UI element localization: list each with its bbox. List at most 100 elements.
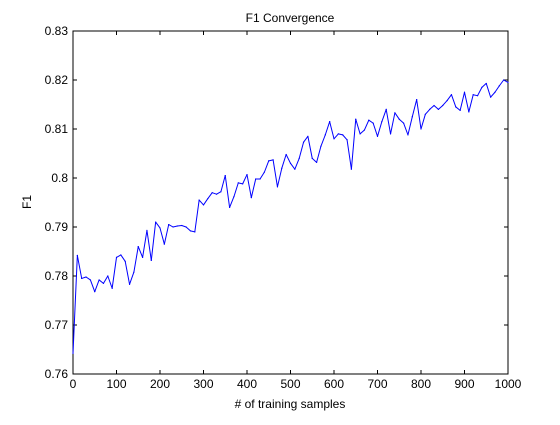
data-point (290, 163, 291, 164)
data-point (338, 133, 339, 134)
data-point (242, 183, 243, 184)
data-point (299, 158, 300, 159)
data-point (420, 128, 421, 129)
y-tick-label: 0.81 (45, 122, 69, 136)
data-point (203, 204, 204, 205)
data-point (273, 159, 274, 160)
data-point (416, 99, 417, 100)
data-point (264, 172, 265, 173)
y-tick-label: 0.83 (45, 24, 69, 38)
data-point (407, 134, 408, 135)
data-point (281, 168, 282, 169)
data-point (451, 94, 452, 95)
data-point (220, 191, 221, 192)
data-point (186, 226, 187, 227)
data-point (460, 110, 461, 111)
data-point (355, 119, 356, 120)
data-point (255, 178, 256, 179)
x-tick-label: 800 (411, 377, 431, 391)
data-point (212, 192, 213, 193)
data-point (112, 288, 113, 289)
data-point (99, 279, 100, 280)
data-point (225, 175, 226, 176)
data-point (133, 271, 134, 272)
data-point (368, 120, 369, 121)
data-point (277, 186, 278, 187)
data-point (433, 105, 434, 106)
data-point (116, 257, 117, 258)
data-point (442, 105, 443, 106)
data-point (159, 227, 160, 228)
y-axis-label: F1 (20, 195, 34, 209)
data-point (399, 119, 400, 120)
data-point (177, 225, 178, 226)
data-point (390, 133, 391, 134)
x-tick-label: 600 (324, 377, 344, 391)
chart-title: F1 Convergence (246, 11, 335, 25)
data-point (316, 162, 317, 163)
data-point (259, 178, 260, 179)
data-point (94, 291, 95, 292)
data-point (403, 123, 404, 124)
data-point (90, 279, 91, 280)
data-point (194, 231, 195, 232)
data-point (320, 146, 321, 147)
data-point (138, 246, 139, 247)
x-tick-label: 0 (70, 377, 77, 391)
data-point (294, 169, 295, 170)
data-point (455, 106, 456, 107)
data-point (251, 197, 252, 198)
y-tick-label: 0.78 (45, 269, 69, 283)
data-point (386, 109, 387, 110)
data-point (190, 230, 191, 231)
data-point (381, 121, 382, 122)
data-point (107, 275, 108, 276)
data-point (307, 136, 308, 137)
data-point (473, 94, 474, 95)
data-point (342, 134, 343, 135)
x-tick-label: 900 (454, 377, 474, 391)
x-axis-label: # of training samples (235, 397, 346, 411)
y-tick-label: 0.77 (45, 318, 69, 332)
y-tick-label: 0.76 (45, 367, 69, 381)
data-point (303, 142, 304, 143)
data-point (373, 123, 374, 124)
data-point (72, 353, 73, 354)
data-point (486, 83, 487, 84)
data-point (268, 160, 269, 161)
data-point (120, 254, 121, 255)
data-point (286, 154, 287, 155)
data-point (494, 92, 495, 93)
data-point (168, 224, 169, 225)
data-point (207, 198, 208, 199)
data-point (364, 129, 365, 130)
data-point (503, 79, 504, 80)
data-point (129, 284, 130, 285)
x-tick-label: 100 (106, 377, 126, 391)
data-point (329, 121, 330, 122)
data-point (172, 226, 173, 227)
data-point (77, 255, 78, 256)
data-point (155, 222, 156, 223)
y-tick-label: 0.79 (45, 220, 69, 234)
data-point (360, 133, 361, 134)
data-point (325, 134, 326, 135)
y-tick-label: 0.8 (51, 171, 68, 185)
data-point (333, 138, 334, 139)
data-point (447, 100, 448, 101)
data-point (438, 109, 439, 110)
data-point (246, 174, 247, 175)
x-tick-label: 1000 (495, 377, 522, 391)
plot-area (73, 31, 508, 374)
data-point (481, 87, 482, 88)
data-point (429, 109, 430, 110)
data-point (312, 158, 313, 159)
data-point (233, 196, 234, 197)
x-tick-label: 400 (237, 377, 257, 391)
data-point (490, 97, 491, 98)
data-point (377, 136, 378, 137)
data-point (351, 169, 352, 170)
data-point (499, 85, 500, 86)
y-tick-label: 0.82 (45, 73, 69, 87)
